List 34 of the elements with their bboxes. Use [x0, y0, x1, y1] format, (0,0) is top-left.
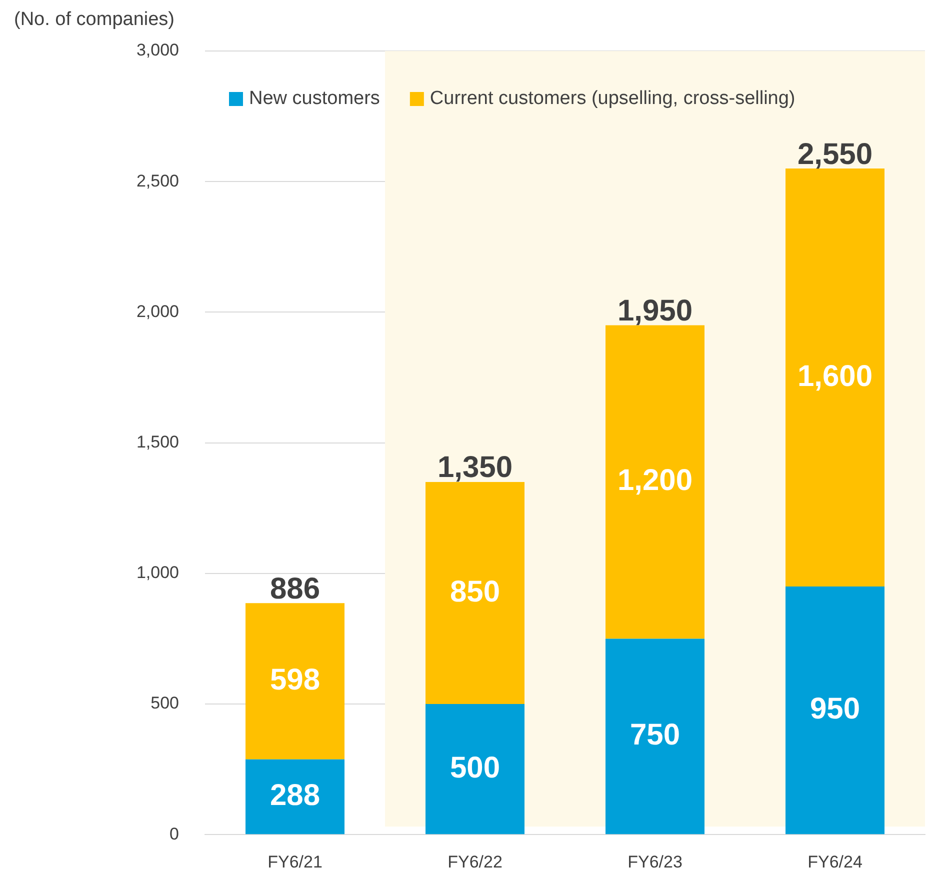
- data-label: 500: [450, 751, 500, 784]
- data-label: 1,200: [617, 464, 693, 498]
- bar: [426, 482, 524, 704]
- x-tick-label: FY6/24: [808, 852, 862, 872]
- y-tick-label: 3,000: [136, 40, 179, 60]
- y-tick-label: 2,500: [136, 171, 179, 190]
- x-tick-label: FY6/23: [628, 852, 682, 872]
- total-label: 1,350: [437, 451, 513, 484]
- x-tick-label: FY6/22: [448, 852, 502, 872]
- legend-label: New customers: [249, 88, 380, 110]
- total-label: 1,950: [617, 294, 693, 328]
- bar: [606, 638, 704, 834]
- bar: [246, 603, 344, 760]
- data-label: 750: [630, 718, 680, 752]
- data-label: 950: [810, 692, 860, 726]
- bar: [246, 759, 344, 834]
- data-label: 598: [270, 664, 320, 697]
- y-tick-label: 2,000: [136, 302, 179, 321]
- y-tick-label: 0: [170, 824, 179, 844]
- total-label: 2,550: [797, 138, 873, 171]
- y-axis-title: (No. of companies): [14, 9, 175, 30]
- y-tick-label: 1,500: [136, 432, 179, 452]
- legend-label: Current customers (upselling, cross-selling): [430, 88, 796, 110]
- y-tick-label: 1,000: [136, 563, 179, 582]
- total-label: 886: [270, 572, 320, 606]
- data-label: 1,600: [797, 360, 873, 393]
- bar: [606, 325, 704, 639]
- data-label: 850: [450, 575, 500, 608]
- data-label: 288: [270, 779, 320, 812]
- bar: [786, 586, 884, 834]
- bar: [426, 704, 524, 834]
- bar: [786, 168, 884, 586]
- x-tick-label: FY6/21: [268, 852, 322, 872]
- y-tick-label: 500: [150, 694, 179, 713]
